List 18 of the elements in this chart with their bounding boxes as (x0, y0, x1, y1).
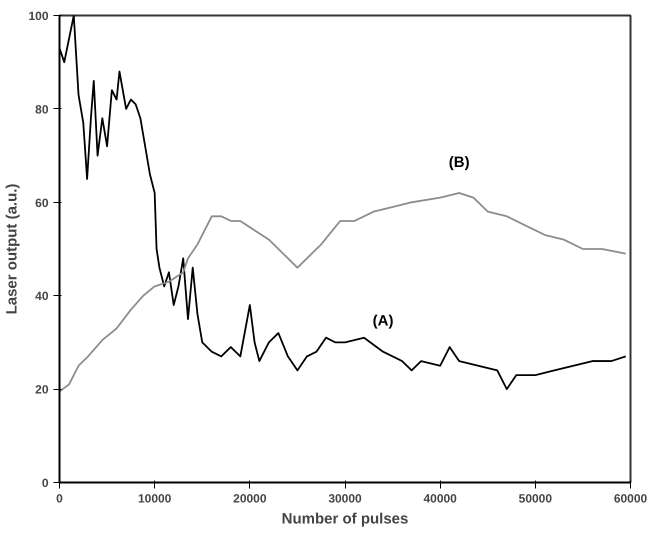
y-tick-label: 20 (35, 382, 49, 397)
x-tick-label: 30000 (328, 492, 362, 506)
y-tick-label: 0 (42, 476, 49, 490)
x-axis-title: Number of pulses (282, 510, 408, 528)
x-tick-label: 60000 (614, 492, 648, 506)
x-tick-label: 20000 (233, 492, 267, 506)
series-label: (B) (448, 154, 470, 171)
x-tick-label: 0 (56, 492, 64, 506)
x-tick-label: 10000 (138, 492, 172, 506)
x-tick-label: 50000 (518, 492, 552, 506)
line-series (60, 192, 627, 392)
y-tick-label: 60 (35, 196, 49, 210)
series-label: (A) (372, 312, 394, 330)
y-tick-label: 40 (35, 289, 49, 304)
y-axis-title: Laser output (a.u.) (3, 184, 20, 314)
x-tick-label: 40000 (423, 492, 458, 506)
y-tick-label: 80 (35, 102, 49, 116)
y-tick-label: 100 (28, 9, 49, 23)
